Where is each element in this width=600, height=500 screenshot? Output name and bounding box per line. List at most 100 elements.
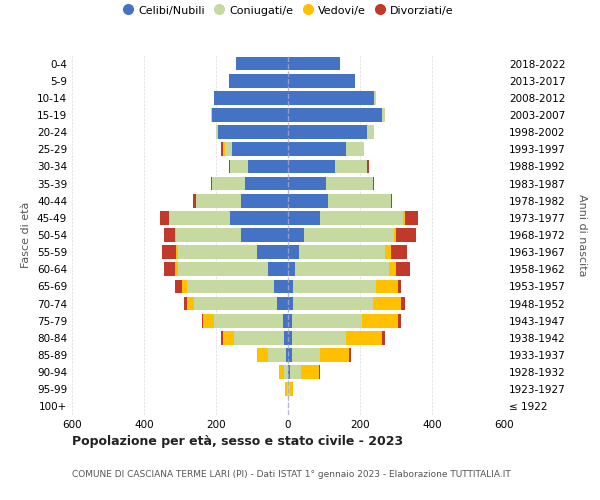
Bar <box>230 211 288 224</box>
Bar <box>211 176 212 190</box>
Bar <box>293 280 376 293</box>
Bar <box>326 176 373 190</box>
Text: COMUNE DI CASCIANA TERME LARI (PI) - Dati ISTAT 1° gennaio 2023 - Elaborazione T: COMUNE DI CASCIANA TERME LARI (PI) - Dat… <box>72 470 511 479</box>
Bar <box>230 160 248 173</box>
Bar <box>277 296 288 310</box>
Bar <box>292 314 362 328</box>
Bar <box>232 142 288 156</box>
Bar <box>279 366 284 379</box>
Bar <box>211 108 212 122</box>
Bar <box>405 211 418 224</box>
Bar <box>175 228 176 242</box>
Bar <box>328 194 391 207</box>
Bar <box>374 91 376 104</box>
Bar <box>292 331 346 344</box>
Bar <box>193 194 196 207</box>
Bar <box>290 366 301 379</box>
Bar <box>396 228 416 242</box>
Bar <box>288 228 304 242</box>
Bar <box>398 314 401 328</box>
Bar <box>236 56 288 70</box>
Bar <box>284 366 288 379</box>
Bar <box>176 246 178 259</box>
Bar <box>218 126 288 139</box>
Bar <box>398 280 401 293</box>
Bar <box>288 314 292 328</box>
Bar <box>257 348 268 362</box>
Bar <box>401 296 405 310</box>
Bar <box>241 194 288 207</box>
Bar <box>286 348 288 362</box>
Bar <box>391 194 392 207</box>
Bar <box>175 262 178 276</box>
Bar <box>162 246 176 259</box>
Bar <box>320 348 349 362</box>
Bar <box>403 211 405 224</box>
Bar <box>346 142 364 156</box>
Bar <box>367 160 369 173</box>
Bar <box>164 262 175 276</box>
Bar <box>175 280 182 293</box>
Bar <box>389 262 396 276</box>
Bar <box>248 160 288 173</box>
Bar <box>320 211 403 224</box>
Bar <box>293 296 373 310</box>
Bar <box>268 348 286 362</box>
Bar <box>223 331 234 344</box>
Bar <box>295 262 389 276</box>
Bar <box>288 91 374 104</box>
Bar <box>160 211 169 224</box>
Bar <box>288 348 292 362</box>
Bar <box>214 91 288 104</box>
Y-axis label: Fasce di età: Fasce di età <box>22 202 31 268</box>
Bar <box>319 366 320 379</box>
Bar <box>376 280 398 293</box>
Bar <box>288 366 290 379</box>
Text: Popolazione per età, sesso e stato civile - 2023: Popolazione per età, sesso e stato civil… <box>72 435 403 448</box>
Bar <box>288 160 335 173</box>
Bar <box>288 382 290 396</box>
Bar <box>182 280 187 293</box>
Bar <box>288 108 382 122</box>
Bar <box>176 228 241 242</box>
Bar <box>221 331 223 344</box>
Bar <box>382 331 385 344</box>
Bar <box>288 246 299 259</box>
Bar <box>288 142 346 156</box>
Bar <box>349 348 351 362</box>
Bar <box>299 246 385 259</box>
Bar <box>287 382 288 396</box>
Bar <box>214 314 283 328</box>
Bar <box>367 126 374 139</box>
Bar <box>284 331 288 344</box>
Bar <box>187 296 194 310</box>
Bar <box>373 176 374 190</box>
Bar <box>335 160 367 173</box>
Bar <box>373 296 401 310</box>
Bar <box>245 176 288 190</box>
Bar <box>288 296 293 310</box>
Bar <box>292 348 320 362</box>
Bar <box>184 296 187 310</box>
Text: Anni di nascita: Anni di nascita <box>577 194 587 276</box>
Bar <box>288 280 293 293</box>
Bar <box>194 296 277 310</box>
Bar <box>382 108 385 122</box>
Bar <box>362 314 398 328</box>
Bar <box>288 211 320 224</box>
Bar <box>288 194 328 207</box>
Bar <box>257 246 288 259</box>
Bar <box>169 211 230 224</box>
Bar <box>288 126 367 139</box>
Bar <box>229 160 230 173</box>
Bar <box>164 228 175 242</box>
Bar <box>234 331 284 344</box>
Bar <box>216 126 218 139</box>
Bar <box>203 314 214 328</box>
Bar <box>394 228 396 242</box>
Bar <box>229 74 288 88</box>
Bar <box>178 246 257 259</box>
Bar <box>288 74 355 88</box>
Bar <box>212 108 288 122</box>
Bar <box>288 176 326 190</box>
